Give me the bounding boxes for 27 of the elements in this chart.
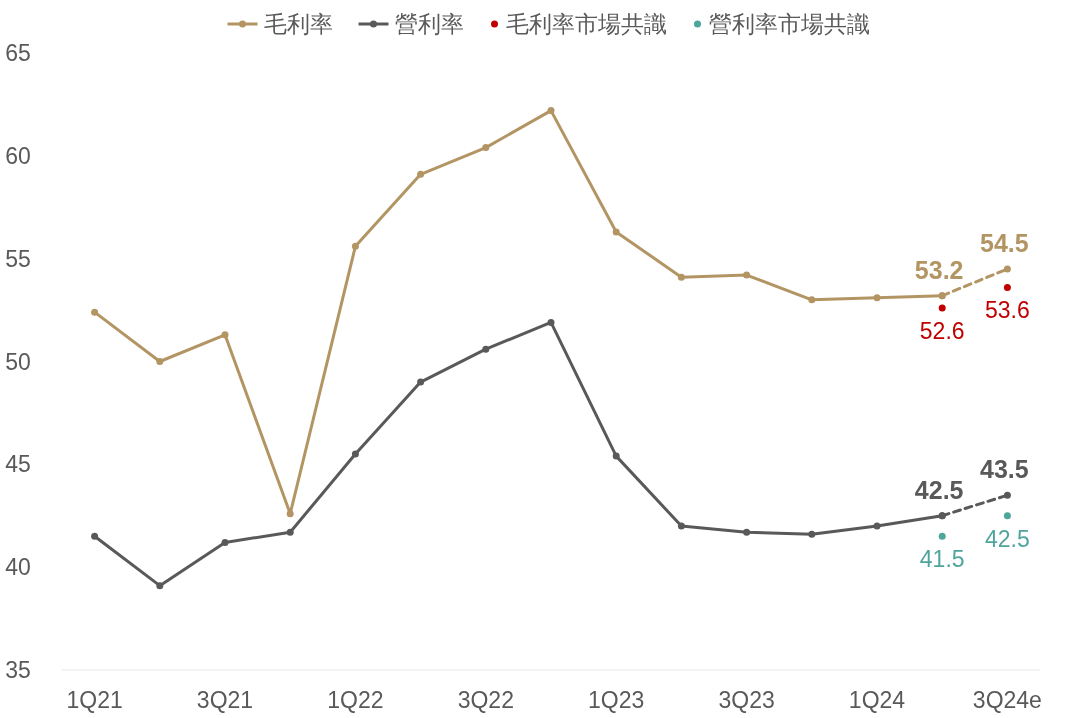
- legend-label: 毛利率: [263, 11, 333, 37]
- x-tick-label: 1Q23: [588, 687, 645, 713]
- data-label: 42.5: [985, 525, 1030, 552]
- data-label: 53.6: [985, 297, 1030, 324]
- y-tick-label: 65: [5, 40, 31, 66]
- x-tick-label: 1Q24: [848, 687, 906, 713]
- x-tick-label: 1Q21: [66, 687, 123, 713]
- x-tick-label: 3Q24e: [972, 687, 1042, 713]
- data-label: 52.6: [919, 318, 965, 345]
- x-tick-label: 1Q22: [327, 687, 384, 713]
- y-tick-label: 35: [5, 657, 31, 683]
- data-label: 54.5: [980, 228, 1029, 257]
- legend-label: 毛利率市場共識: [505, 11, 667, 37]
- x-tick-label: 3Q21: [196, 687, 254, 713]
- y-tick-label: 40: [5, 554, 31, 581]
- data-label: 41.5: [919, 546, 965, 573]
- y-tick-label: 60: [5, 142, 31, 169]
- legend-label: 營利率市場共識: [708, 11, 870, 37]
- legend-label: 營利率: [394, 11, 464, 37]
- y-tick-label: 55: [5, 245, 31, 272]
- data-label: 53.2: [914, 255, 964, 284]
- x-tick-label: 3Q22: [457, 687, 514, 713]
- y-tick-label: 45: [5, 451, 31, 478]
- data-label: 43.5: [980, 455, 1029, 484]
- y-tick-label: 50: [5, 348, 31, 375]
- x-tick-label: 3Q23: [718, 687, 775, 713]
- data-label: 42.5: [914, 475, 964, 504]
